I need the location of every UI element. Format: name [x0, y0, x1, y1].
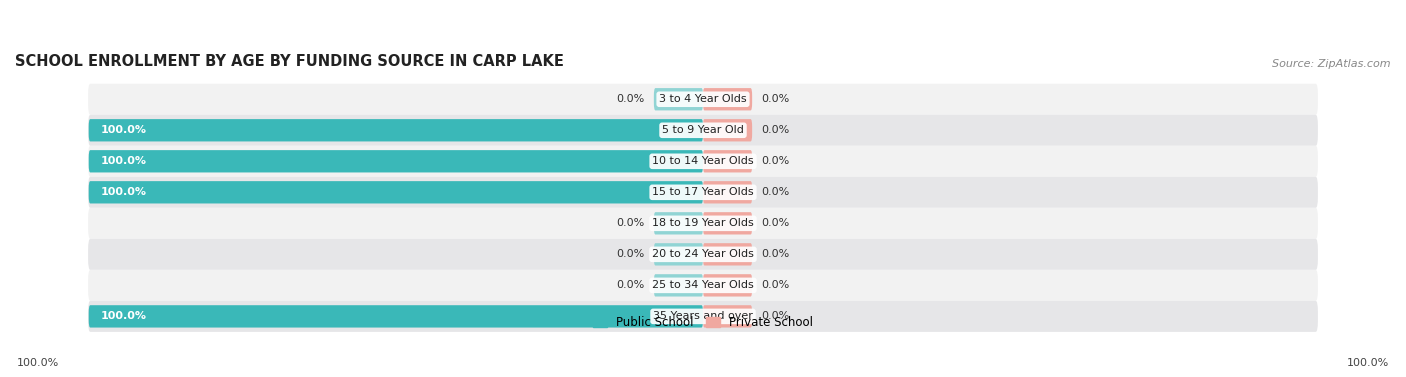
- FancyBboxPatch shape: [89, 305, 703, 328]
- Text: 0.0%: 0.0%: [762, 156, 790, 166]
- FancyBboxPatch shape: [703, 119, 752, 141]
- FancyBboxPatch shape: [89, 146, 1317, 177]
- Text: 0.0%: 0.0%: [762, 125, 790, 135]
- Text: 0.0%: 0.0%: [616, 218, 644, 228]
- FancyBboxPatch shape: [89, 119, 703, 141]
- Text: Source: ZipAtlas.com: Source: ZipAtlas.com: [1272, 59, 1391, 69]
- FancyBboxPatch shape: [703, 274, 752, 297]
- Text: 100.0%: 100.0%: [101, 311, 148, 321]
- FancyBboxPatch shape: [703, 212, 752, 234]
- FancyBboxPatch shape: [89, 270, 1317, 301]
- FancyBboxPatch shape: [703, 150, 752, 172]
- FancyBboxPatch shape: [703, 181, 752, 204]
- Text: 35 Years and over: 35 Years and over: [652, 311, 754, 321]
- FancyBboxPatch shape: [89, 208, 1317, 239]
- Text: 0.0%: 0.0%: [616, 280, 644, 290]
- Text: 100.0%: 100.0%: [17, 358, 59, 368]
- FancyBboxPatch shape: [703, 305, 752, 328]
- Text: 0.0%: 0.0%: [762, 94, 790, 104]
- FancyBboxPatch shape: [89, 115, 1317, 146]
- Text: SCHOOL ENROLLMENT BY AGE BY FUNDING SOURCE IN CARP LAKE: SCHOOL ENROLLMENT BY AGE BY FUNDING SOUR…: [15, 54, 564, 69]
- Text: 0.0%: 0.0%: [762, 187, 790, 197]
- FancyBboxPatch shape: [89, 239, 1317, 270]
- Text: 100.0%: 100.0%: [1347, 358, 1389, 368]
- Legend: Public School, Private School: Public School, Private School: [589, 312, 817, 332]
- Text: 18 to 19 Year Olds: 18 to 19 Year Olds: [652, 218, 754, 228]
- Text: 10 to 14 Year Olds: 10 to 14 Year Olds: [652, 156, 754, 166]
- FancyBboxPatch shape: [654, 212, 703, 234]
- Text: 100.0%: 100.0%: [101, 187, 148, 197]
- FancyBboxPatch shape: [654, 274, 703, 297]
- FancyBboxPatch shape: [703, 88, 752, 110]
- Text: 100.0%: 100.0%: [101, 156, 148, 166]
- Text: 25 to 34 Year Olds: 25 to 34 Year Olds: [652, 280, 754, 290]
- FancyBboxPatch shape: [703, 243, 752, 265]
- Text: 0.0%: 0.0%: [762, 311, 790, 321]
- FancyBboxPatch shape: [89, 177, 1317, 208]
- FancyBboxPatch shape: [654, 88, 703, 110]
- Text: 20 to 24 Year Olds: 20 to 24 Year Olds: [652, 249, 754, 259]
- Text: 3 to 4 Year Olds: 3 to 4 Year Olds: [659, 94, 747, 104]
- Text: 100.0%: 100.0%: [101, 125, 148, 135]
- FancyBboxPatch shape: [89, 301, 1317, 332]
- Text: 0.0%: 0.0%: [762, 218, 790, 228]
- FancyBboxPatch shape: [89, 150, 703, 172]
- Text: 0.0%: 0.0%: [762, 280, 790, 290]
- FancyBboxPatch shape: [89, 84, 1317, 115]
- FancyBboxPatch shape: [89, 181, 703, 204]
- Text: 5 to 9 Year Old: 5 to 9 Year Old: [662, 125, 744, 135]
- FancyBboxPatch shape: [654, 243, 703, 265]
- Text: 0.0%: 0.0%: [762, 249, 790, 259]
- Text: 15 to 17 Year Olds: 15 to 17 Year Olds: [652, 187, 754, 197]
- Text: 0.0%: 0.0%: [616, 94, 644, 104]
- Text: 0.0%: 0.0%: [616, 249, 644, 259]
